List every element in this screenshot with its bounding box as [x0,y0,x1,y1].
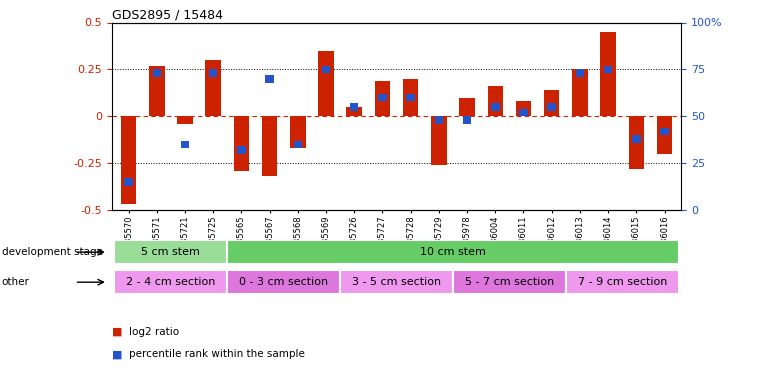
Bar [487,86,503,116]
Bar [262,116,277,176]
Bar [657,116,672,154]
Bar [115,270,227,294]
Bar [491,103,500,111]
Text: 3 - 5 cm section: 3 - 5 cm section [352,277,441,287]
Bar [566,270,678,294]
Bar [350,103,359,111]
Text: log2 ratio: log2 ratio [129,327,179,337]
Bar [340,270,453,294]
Bar [227,240,678,264]
Bar [576,69,584,77]
Bar [233,116,249,171]
Text: other: other [2,277,29,287]
Bar [346,107,362,116]
Bar [181,141,189,148]
Text: ■: ■ [112,327,122,337]
Text: 7 - 9 cm section: 7 - 9 cm section [578,277,667,287]
Bar [431,116,447,165]
Bar [322,66,330,73]
Bar [177,116,192,124]
Bar [434,116,443,124]
Bar [632,135,641,142]
Bar [453,270,566,294]
Bar [378,94,387,101]
Bar [547,103,556,111]
Bar [121,116,136,204]
Bar [572,69,588,116]
Bar [318,51,333,116]
Text: 0 - 3 cm section: 0 - 3 cm section [239,277,328,287]
Bar [544,90,560,116]
Bar [209,69,217,77]
Bar [604,66,612,73]
Bar [519,109,527,116]
Bar [266,75,274,82]
Text: GDS2895 / 15484: GDS2895 / 15484 [112,8,223,21]
Text: 5 cm stem: 5 cm stem [142,247,200,257]
Text: percentile rank within the sample: percentile rank within the sample [129,350,304,359]
Bar [152,69,161,77]
Bar [149,66,165,116]
Text: 2 - 4 cm section: 2 - 4 cm section [126,277,216,287]
Text: 10 cm stem: 10 cm stem [420,247,486,257]
Bar [375,81,390,116]
Text: 5 - 7 cm section: 5 - 7 cm section [465,277,554,287]
Bar [516,101,531,116]
Text: ■: ■ [112,350,122,359]
Bar [293,141,302,148]
Bar [460,98,475,116]
Bar [115,240,227,264]
Bar [403,79,418,116]
Bar [661,128,669,135]
Text: development stage: development stage [2,247,102,257]
Bar [227,270,340,294]
Bar [124,178,132,186]
Bar [463,116,471,124]
Bar [290,116,306,148]
Bar [237,146,246,154]
Bar [628,116,644,169]
Bar [601,32,616,116]
Bar [206,60,221,116]
Bar [407,94,415,101]
